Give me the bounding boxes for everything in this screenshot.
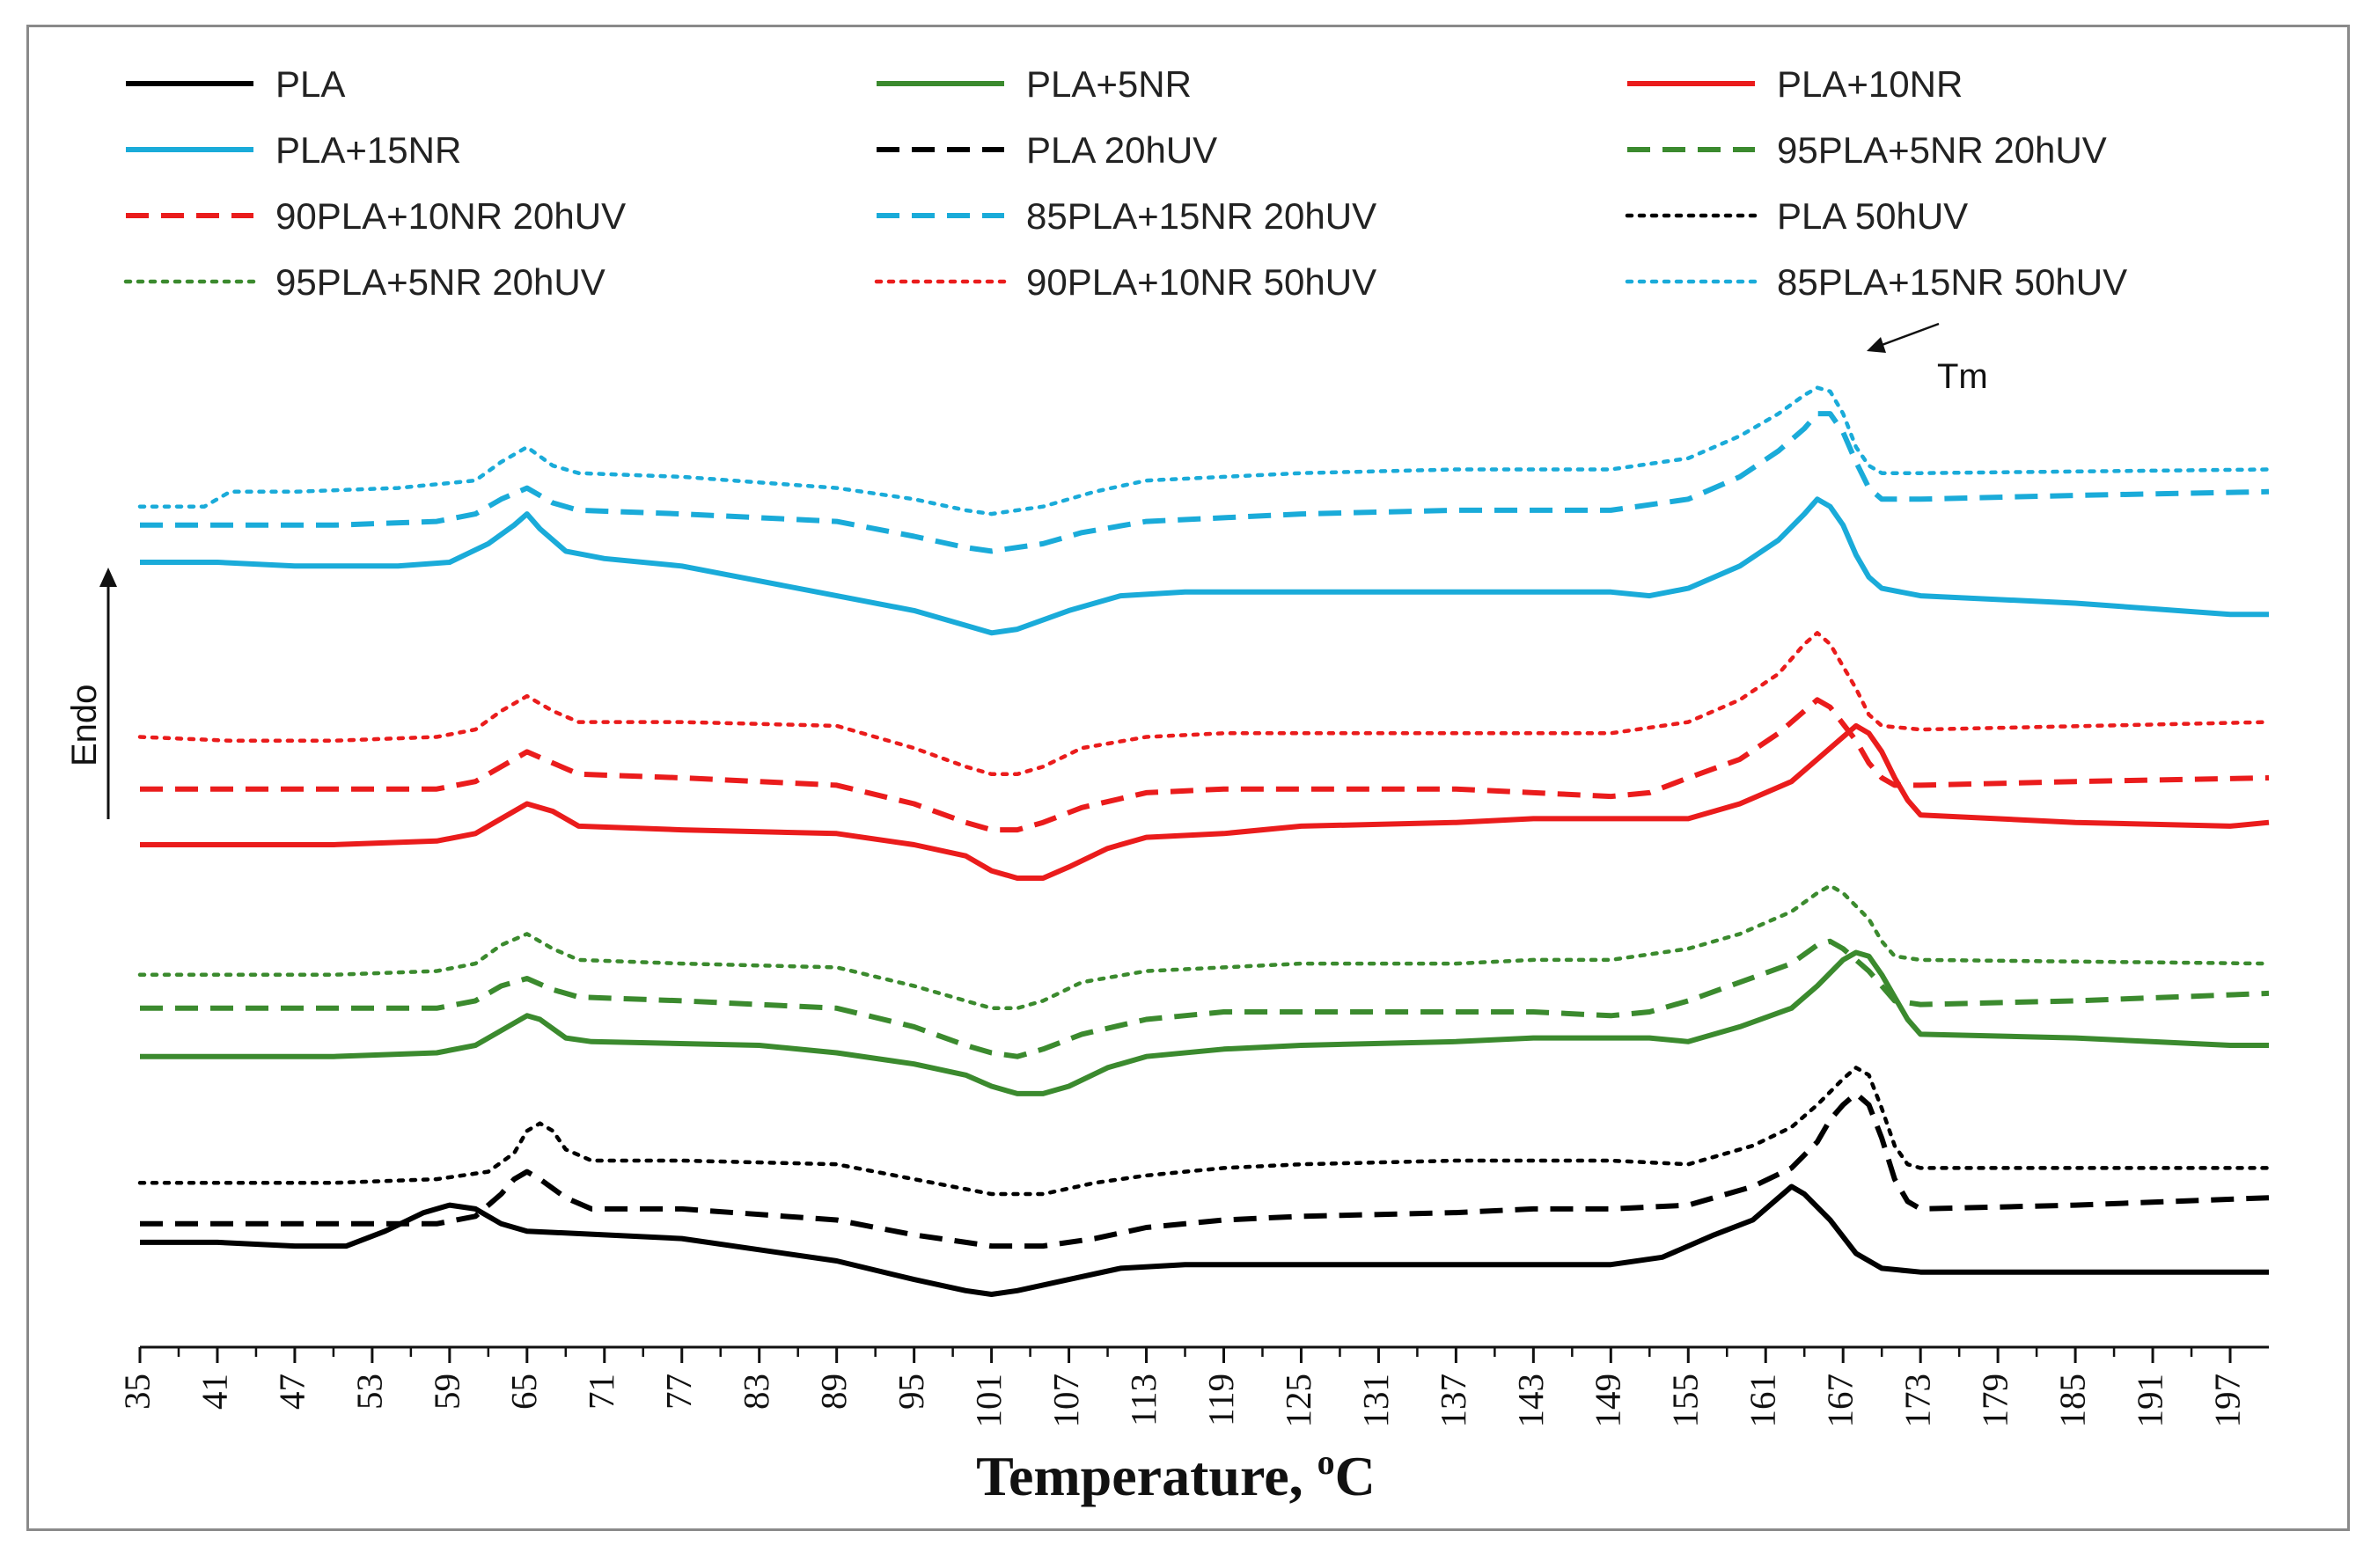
- x-tick-label-179: 179: [1975, 1374, 2015, 1428]
- series-line-pla-5nr-3: [140, 949, 2269, 1096]
- x-tick-label-191: 191: [2129, 1374, 2169, 1428]
- x-tick-label-137: 137: [1433, 1374, 1473, 1428]
- legend-label-85pla-15nr-50huv-3-2: 85PLA+15NR 50hUV: [1777, 261, 2127, 303]
- x-tick-label-65: 65: [503, 1374, 544, 1410]
- legend-label-90pla-10nr-50huv-3-1: 90PLA+10NR 50hUV: [1026, 261, 1376, 303]
- x-tick-label-197: 197: [2206, 1374, 2247, 1428]
- x-tick-label-101: 101: [968, 1374, 1009, 1428]
- x-tick-label-125: 125: [1278, 1374, 1318, 1428]
- x-tick-label-119: 119: [1200, 1374, 1241, 1426]
- x-axis-label-unit: C: [1335, 1445, 1376, 1507]
- legend-label-85pla-15nr-20huv-2-1: 85PLA+15NR 20hUV: [1026, 195, 1376, 237]
- x-tick-label-167: 167: [1820, 1374, 1861, 1428]
- series-line-90pla-10nr-50huv-8: [137, 631, 2272, 777]
- legend: PLA PLA+5NR PLA+10NR PLA+15NR PLA 20hUV 95PLA…: [123, 63, 2127, 303]
- legend-label-95pla-5nr-20huv-1-2: 95PLA+5NR 20hUV: [1777, 129, 2107, 171]
- series-line-95pla-5nr-20huv-5: [137, 883, 2272, 1011]
- x-axis-label-main: Temperature,: [976, 1445, 1317, 1507]
- x-tick-label-35: 35: [116, 1374, 157, 1410]
- x-tick-label-83: 83: [736, 1374, 776, 1410]
- y-axis-label: Endo: [65, 685, 104, 766]
- x-tick-label-41: 41: [194, 1374, 234, 1410]
- legend-label-pla-50huv-2-2: PLA 50hUV: [1777, 195, 1968, 237]
- legend-label-pla-0-0: PLA: [275, 63, 345, 105]
- x-tick-label-107: 107: [1046, 1374, 1086, 1428]
- series-line-85pla-15nr-20huv-10: [140, 411, 2270, 554]
- series-line-pla-10nr-6: [140, 722, 2270, 881]
- series-line-95pla-5nr-20huv-4: [140, 938, 2270, 1059]
- x-tick-label-173: 173: [1897, 1374, 1938, 1428]
- legend-label-pla-20huv-1-1: PLA 20hUV: [1026, 129, 1217, 171]
- tm-annotation: Tm: [1867, 322, 1988, 396]
- legend-label-pla-5nr-0-1: PLA+5NR: [1026, 63, 1192, 105]
- tm-arrowhead-icon: [1867, 337, 1886, 353]
- x-tick-label-95: 95: [891, 1374, 931, 1410]
- x-tick-label-59: 59: [426, 1374, 466, 1410]
- x-tick-label-161: 161: [1743, 1374, 1783, 1428]
- series-line-pla-0: [140, 1183, 2269, 1297]
- x-tick-label-185: 185: [2051, 1374, 2092, 1428]
- legend-label-pla-10nr-0-2: PLA+10NR: [1777, 63, 1963, 105]
- plot-area: [137, 385, 2272, 1297]
- series-line-pla-20huv-1: [140, 1090, 2270, 1249]
- x-axis: 35 41 47 53 59 65 71 77 83 89 95 101 107 113 119 125 131…: [116, 1345, 2269, 1428]
- y-axis-label-group: Endo: [65, 568, 117, 819]
- tm-label: Tm: [1937, 357, 1988, 396]
- x-tick-label-89: 89: [813, 1374, 854, 1410]
- x-tick-label-131: 131: [1355, 1374, 1396, 1428]
- figure-frame: PLA PLA+5NR PLA+10NR PLA+15NR PLA 20hUV 95PLA…: [26, 25, 2350, 1531]
- x-tick-label-149: 149: [1588, 1374, 1628, 1428]
- legend-label-95pla-5nr-20huv-3-0: 95PLA+5NR 20hUV: [275, 261, 606, 303]
- x-axis-label-superscript: o: [1317, 1442, 1335, 1482]
- x-tick-label-71: 71: [581, 1374, 621, 1410]
- x-tick-label-143: 143: [1510, 1374, 1551, 1428]
- tm-arrow: [1876, 322, 1940, 348]
- x-tick-label-47: 47: [271, 1374, 312, 1410]
- x-tick-label-113: 113: [1123, 1374, 1163, 1426]
- x-tick-label-155: 155: [1665, 1374, 1706, 1428]
- x-tick-label-77: 77: [658, 1374, 699, 1410]
- series-line-90pla-10nr-20huv-7: [140, 697, 2270, 833]
- series-line-pla-15nr-9: [140, 496, 2269, 636]
- x-tick-label-53: 53: [349, 1374, 389, 1410]
- legend-label-90pla-10nr-20huv-2-0: 90PLA+10NR 20hUV: [275, 195, 626, 237]
- endo-arrowhead-icon: [99, 568, 117, 587]
- series-line-pla-50huv-2: [137, 1066, 2272, 1197]
- x-axis-label: Temperature, oC: [976, 1442, 1376, 1507]
- legend-label-pla-15nr-1-0: PLA+15NR: [275, 129, 461, 171]
- series-line-85pla-15nr-50huv-11: [137, 385, 2272, 517]
